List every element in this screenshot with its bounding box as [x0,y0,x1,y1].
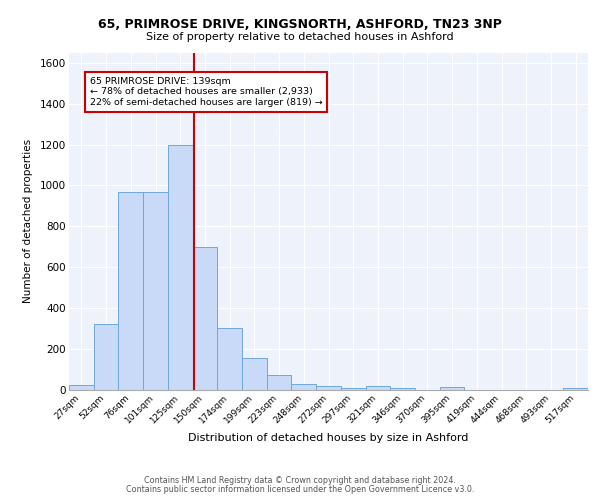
Bar [118,192,143,390]
Text: 65, PRIMROSE DRIVE, KINGSNORTH, ASHFORD, TN23 3NP: 65, PRIMROSE DRIVE, KINGSNORTH, ASHFORD,… [98,18,502,30]
Text: 65 PRIMROSE DRIVE: 139sqm
← 78% of detached houses are smaller (2,933)
22% of se: 65 PRIMROSE DRIVE: 139sqm ← 78% of detac… [90,77,323,107]
Bar [168,144,193,390]
Bar [292,384,316,390]
Bar [440,387,464,390]
Bar [242,358,267,390]
Text: Contains HM Land Registry data © Crown copyright and database right 2024.: Contains HM Land Registry data © Crown c… [144,476,456,485]
Bar [143,192,168,390]
Bar [563,388,588,390]
Bar [390,388,415,390]
Text: Size of property relative to detached houses in Ashford: Size of property relative to detached ho… [146,32,454,42]
Bar [341,388,365,390]
Bar [365,386,390,390]
Bar [94,324,118,390]
Bar [316,386,341,390]
Bar [267,374,292,390]
X-axis label: Distribution of detached houses by size in Ashford: Distribution of detached houses by size … [188,433,469,443]
Bar [69,385,94,390]
Bar [217,328,242,390]
Text: Contains public sector information licensed under the Open Government Licence v3: Contains public sector information licen… [126,485,474,494]
Bar [193,247,217,390]
Y-axis label: Number of detached properties: Number of detached properties [23,139,33,304]
